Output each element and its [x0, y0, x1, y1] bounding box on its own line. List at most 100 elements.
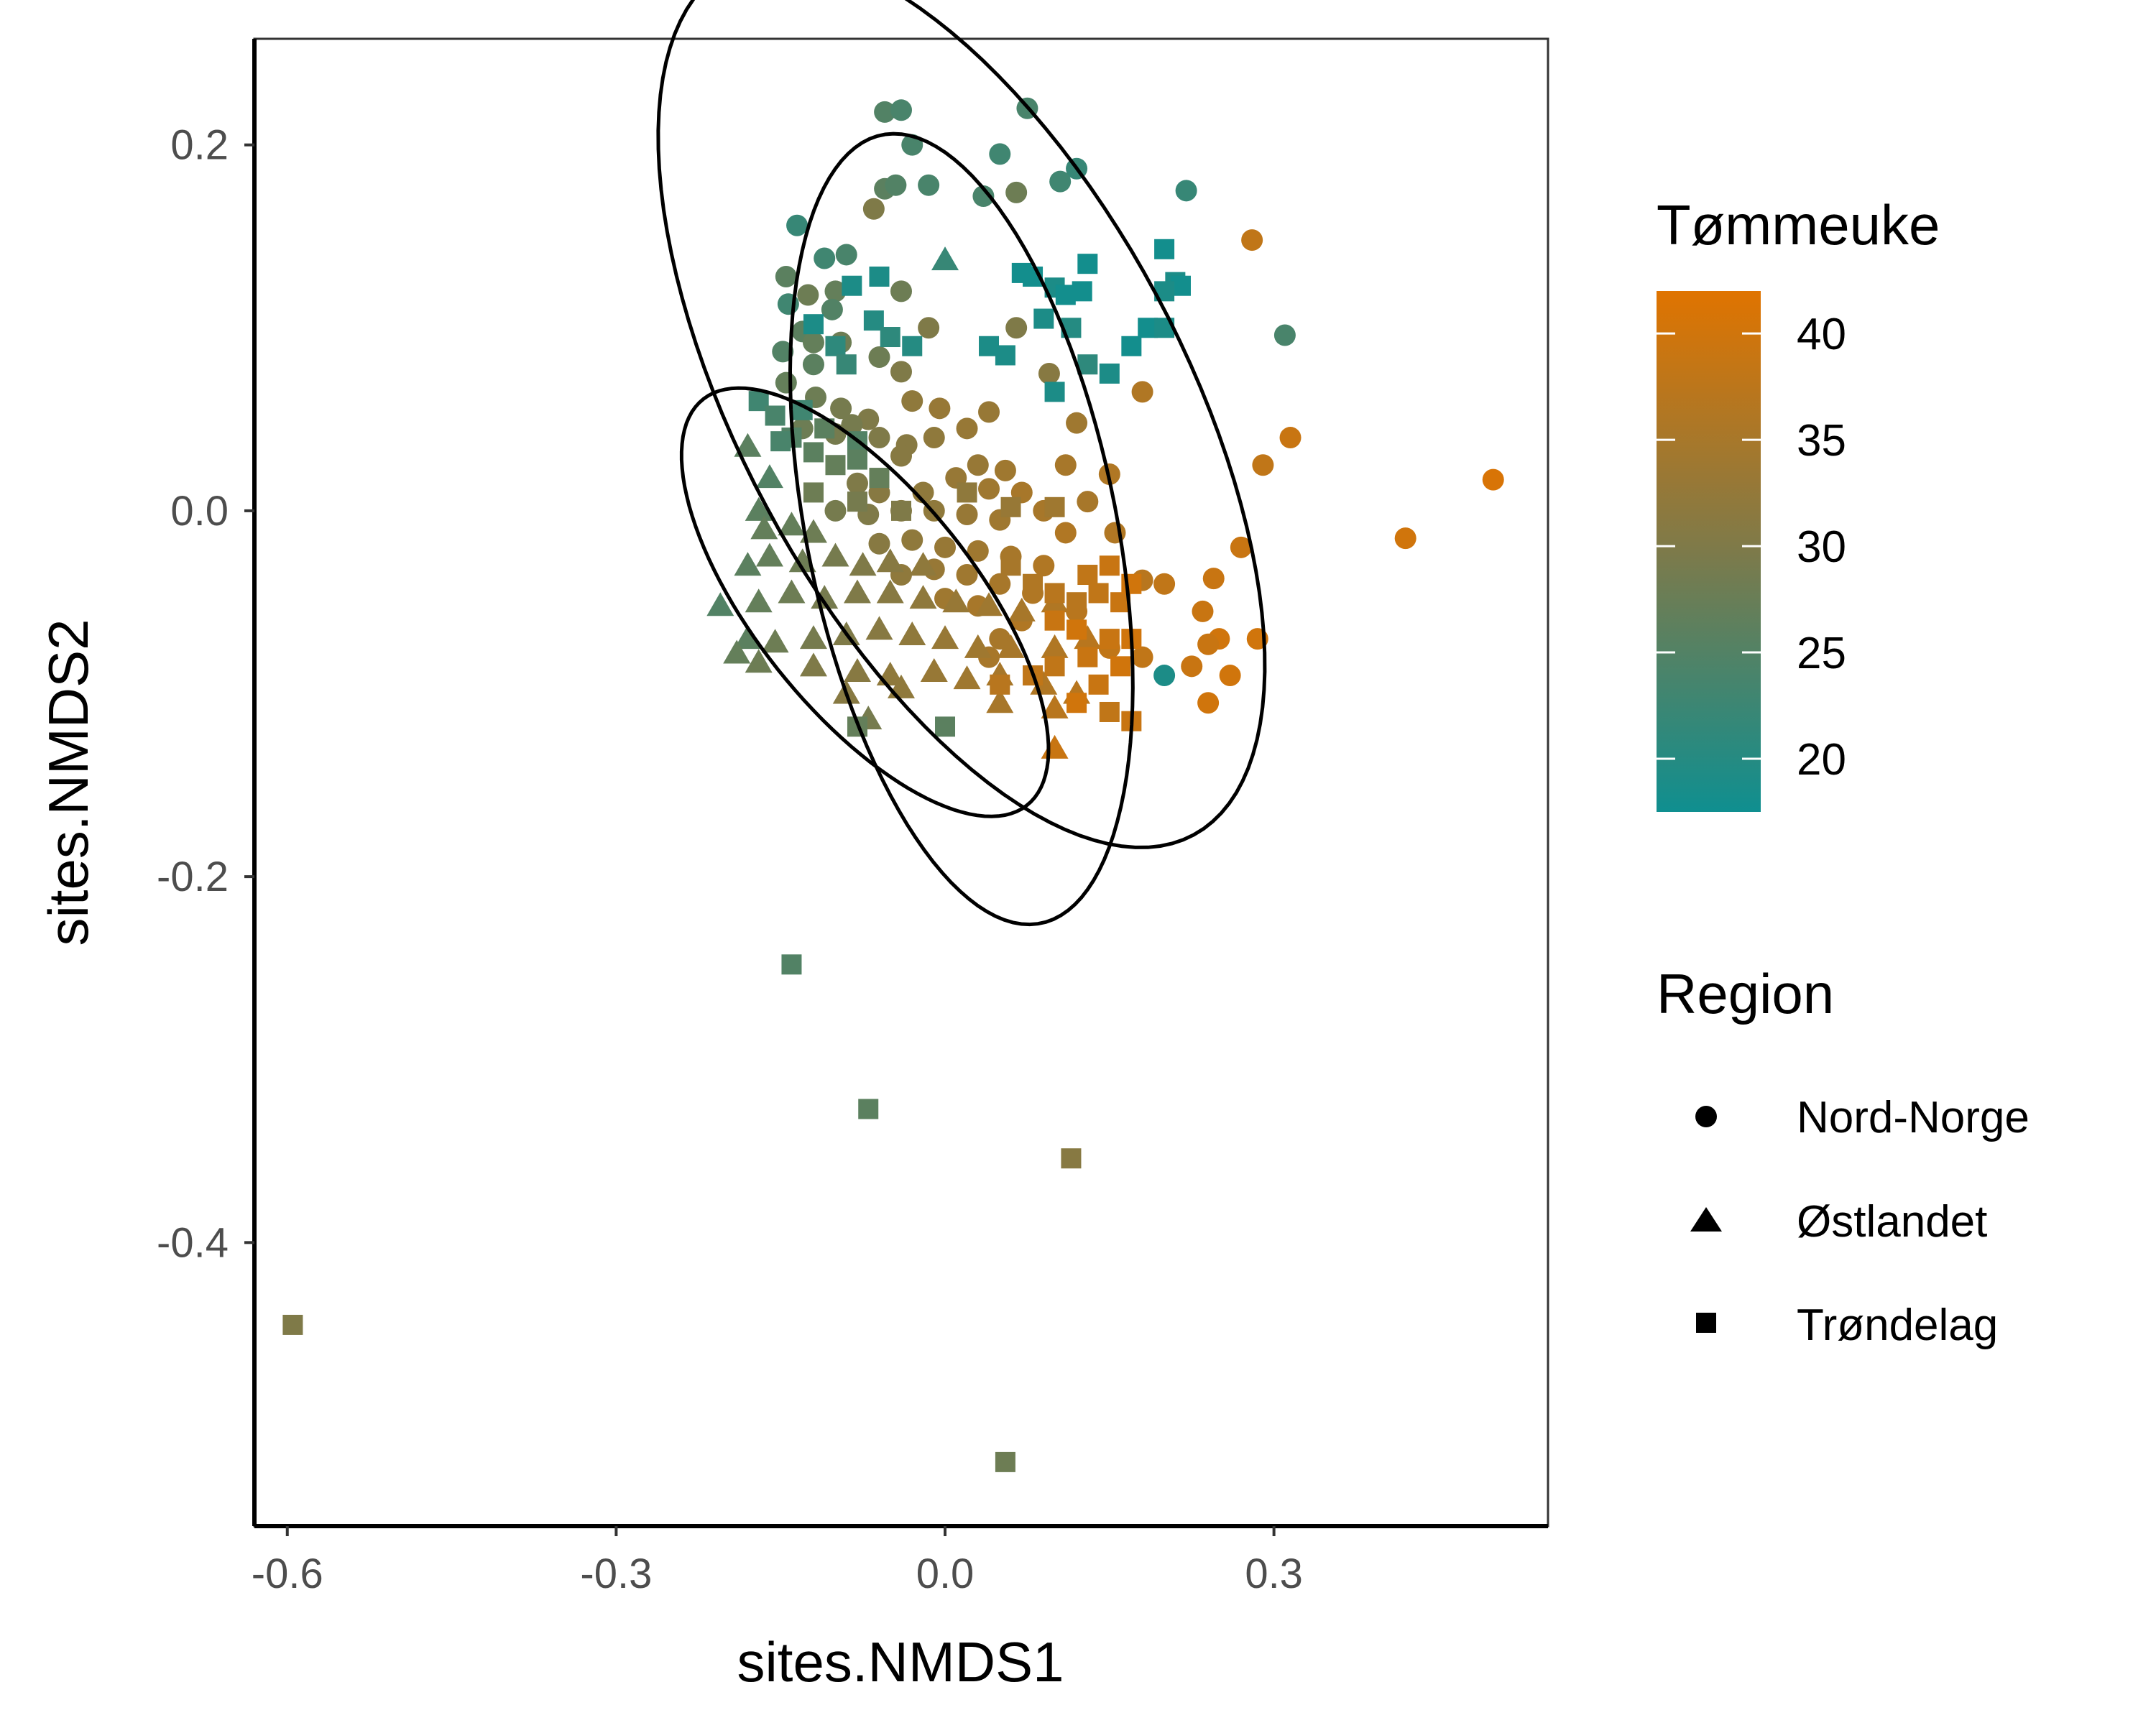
point-square — [1067, 693, 1087, 713]
point-triangle — [723, 639, 751, 664]
point-circle — [967, 540, 989, 562]
point-circle — [841, 414, 863, 436]
point-circle — [868, 427, 890, 449]
legend-key-triangle — [1690, 1207, 1722, 1232]
point-circle — [1153, 665, 1176, 687]
point-circle — [1077, 491, 1099, 513]
point-square — [1110, 656, 1131, 677]
point-circle — [868, 346, 890, 369]
point-square — [1088, 583, 1109, 604]
point-square — [770, 431, 791, 452]
point-circle — [1033, 555, 1055, 577]
point-circle — [1054, 454, 1077, 476]
point-triangle — [734, 433, 762, 457]
point-triangle — [909, 552, 937, 576]
point-circle — [1131, 646, 1153, 668]
ellipse-trndelag — [788, 131, 1135, 927]
point-circle — [802, 354, 824, 376]
point-triangle — [876, 579, 904, 604]
point-circle — [890, 445, 912, 467]
point-square — [1077, 354, 1098, 375]
point-square — [1044, 382, 1065, 402]
point-circle — [824, 499, 847, 522]
confidence-ellipses — [656, 0, 1267, 927]
point-square — [935, 716, 956, 737]
point-triangle — [964, 634, 992, 658]
point-circle — [772, 341, 794, 363]
point-square — [282, 1314, 303, 1335]
point-circle — [1197, 692, 1220, 714]
point-square — [1044, 610, 1065, 631]
point-circle — [956, 503, 978, 525]
point-square — [803, 482, 824, 503]
point-triangle — [778, 512, 806, 536]
point-square — [1044, 656, 1065, 677]
point-square — [836, 354, 857, 375]
point-triangle — [986, 689, 1014, 713]
point-triangle — [942, 588, 970, 613]
point-circle — [868, 532, 890, 555]
point-square — [869, 266, 890, 287]
point-circle — [1005, 181, 1028, 203]
point-circle — [1054, 522, 1077, 544]
point-square — [1067, 619, 1087, 640]
point-square — [803, 442, 824, 463]
point-circle — [1066, 412, 1088, 434]
point-circle — [835, 244, 857, 266]
x-tick-label: 0.3 — [1245, 1551, 1303, 1597]
point-triangle — [734, 625, 762, 650]
point-circle — [814, 247, 836, 269]
ellipse-stlandet — [679, 386, 1051, 818]
point-circle — [1394, 527, 1416, 550]
point-circle — [918, 174, 940, 196]
point-circle — [1197, 633, 1220, 655]
point-circle — [1230, 536, 1252, 558]
point-square — [869, 468, 890, 489]
point-circle — [890, 280, 912, 302]
point-square — [842, 275, 862, 296]
point-circle — [821, 298, 843, 320]
legend-label-trondelag: Trøndelag — [1797, 1300, 1998, 1350]
point-triangle — [931, 625, 959, 650]
point-circle — [857, 408, 880, 430]
point-square — [1099, 629, 1120, 650]
y-axis-title: sites.NMDS2 — [37, 619, 100, 946]
point-triangle — [865, 616, 893, 640]
point-square — [1000, 555, 1021, 576]
point-square — [1077, 565, 1098, 586]
point-square — [765, 405, 786, 426]
point-circle — [989, 143, 1011, 165]
point-triangle — [1074, 625, 1102, 650]
point-circle — [1038, 362, 1060, 384]
point-circle — [994, 459, 1016, 481]
point-square — [825, 336, 846, 356]
point-square — [1088, 674, 1109, 695]
point-square — [891, 500, 911, 521]
color-legend-title: Tømmeuke — [1657, 193, 1940, 257]
point-triangle — [745, 496, 773, 521]
point-circle — [1241, 229, 1263, 251]
point-circle — [923, 427, 945, 449]
point-square — [1099, 701, 1120, 722]
point-circle — [846, 472, 868, 494]
colorbar-tick-label: 20 — [1797, 735, 1846, 785]
point-circle — [972, 185, 995, 207]
y-tick-label: 0.0 — [170, 488, 229, 535]
point-square — [1072, 281, 1092, 302]
point-triangle — [761, 629, 789, 653]
legend-key-circle — [1695, 1106, 1717, 1127]
point-square — [781, 954, 802, 975]
point-square — [957, 482, 977, 503]
point-circle — [830, 397, 852, 420]
point-circle — [901, 390, 923, 412]
point-square — [1154, 239, 1175, 259]
colorbar-tick-label: 30 — [1797, 522, 1846, 572]
point-triangle — [706, 592, 734, 616]
point-circle — [1202, 568, 1225, 590]
point-triangle — [975, 592, 1003, 616]
y-tick-label: -0.2 — [157, 854, 229, 900]
point-square — [990, 674, 1010, 695]
legend-key-square — [1696, 1313, 1716, 1333]
point-triangle — [953, 665, 981, 690]
